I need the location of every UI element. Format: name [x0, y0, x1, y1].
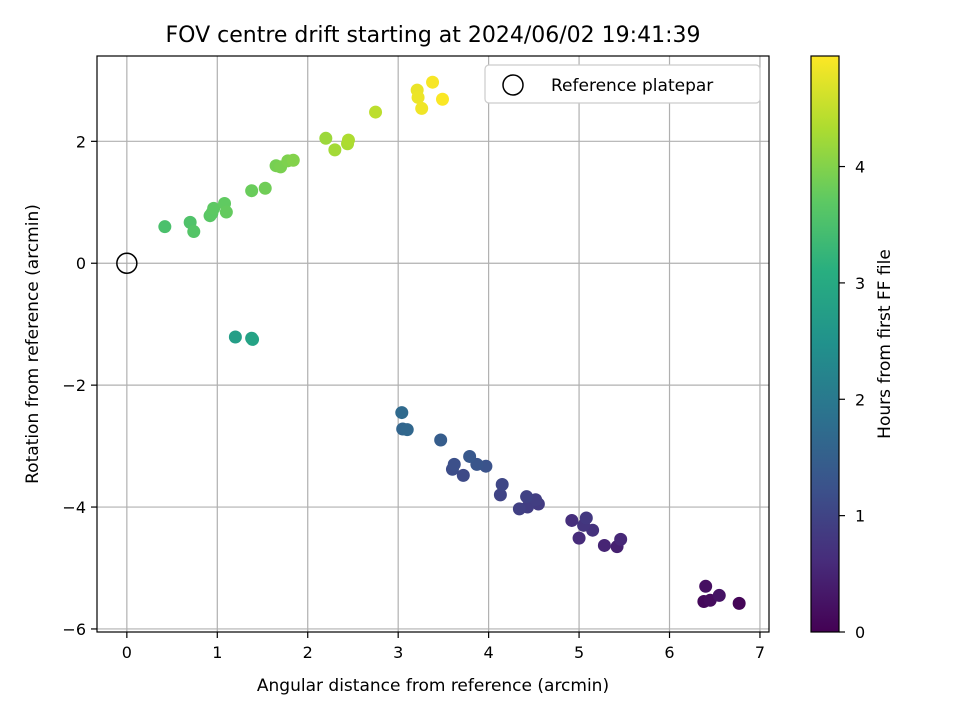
y-axis-ticks: −6 −4 −2 0 2 — [62, 132, 97, 639]
scatter-point — [411, 90, 425, 104]
scatter-point — [712, 588, 726, 602]
colorbar-label: Hours from first FF file — [875, 249, 895, 439]
colorbar: 0 1 2 3 4 Hours from first FF file — [810, 55, 895, 642]
scatter-point — [520, 490, 534, 504]
y-tick-label: 2 — [76, 132, 86, 151]
scatter-point — [495, 477, 509, 491]
scatter-point — [158, 220, 172, 234]
scatter-point — [258, 181, 272, 195]
scatter-point — [426, 75, 440, 89]
colorbar-gradient — [810, 55, 840, 633]
colorbar-tick-label: 1 — [855, 507, 865, 526]
scatter-point — [434, 433, 448, 447]
x-tick-label: 0 — [122, 643, 132, 662]
reference-platepar-marker — [116, 252, 138, 274]
colorbar-tick-label: 0 — [855, 623, 865, 642]
x-tick-label: 2 — [303, 643, 313, 662]
y-tick-label: −6 — [62, 620, 86, 639]
scatter-point — [219, 205, 233, 219]
scatter-point — [246, 332, 260, 346]
scatter-point — [228, 330, 242, 344]
colorbar-ticks: 0 1 2 3 4 — [839, 158, 865, 642]
scatter-point — [732, 596, 746, 610]
scatter-point — [286, 153, 300, 167]
legend: Reference platepar — [484, 64, 761, 104]
scatter-point — [341, 133, 355, 147]
scatter-point — [463, 449, 477, 463]
scatter-point — [456, 468, 470, 482]
scatter-point — [565, 513, 579, 527]
scatter-point — [493, 488, 507, 502]
scatter-point — [699, 579, 713, 593]
scatter-point — [187, 225, 201, 239]
scatter-point — [572, 531, 586, 545]
scatter-point — [400, 423, 414, 437]
legend-marker-reference — [502, 74, 524, 96]
scatter-point — [579, 511, 593, 525]
x-axis-label: Angular distance from reference (arcmin) — [257, 676, 609, 696]
scatter-point — [415, 101, 429, 115]
y-tick-label: −2 — [62, 376, 86, 395]
x-tick-label: 4 — [484, 643, 494, 662]
reference-marker-layer — [116, 252, 138, 274]
data-points — [158, 75, 746, 610]
colorbar-tick-label: 4 — [855, 158, 865, 177]
colorbar-tick-label: 3 — [855, 274, 865, 293]
scatter-point — [614, 532, 628, 546]
scatter-point — [245, 184, 259, 198]
scatter-point — [447, 457, 461, 471]
x-tick-label: 7 — [755, 643, 765, 662]
y-axis-label: Rotation from reference (arcmin) — [23, 204, 43, 484]
legend-box — [484, 64, 761, 104]
chart-title: FOV centre drift starting at 2024/06/02 … — [166, 23, 701, 48]
y-tick-label: −4 — [62, 498, 86, 517]
scatter-point — [597, 538, 611, 552]
plot-frame — [96, 55, 770, 633]
grid-lines — [97, 56, 769, 632]
scatter-point — [369, 105, 383, 119]
legend-label-reference: Reference platepar — [551, 76, 713, 96]
scatter-point — [512, 502, 526, 516]
scatter-point — [319, 131, 333, 145]
x-tick-label: 6 — [664, 643, 674, 662]
x-tick-label: 1 — [212, 643, 222, 662]
scatter-point — [207, 201, 221, 215]
scatter-point — [435, 92, 449, 106]
scatter-point — [328, 143, 342, 157]
x-axis-ticks: 0 1 2 3 4 5 6 7 — [122, 632, 765, 662]
colorbar-tick-label: 2 — [855, 390, 865, 409]
y-tick-label: 0 — [76, 254, 86, 273]
scatter-point — [395, 406, 409, 420]
x-tick-label: 5 — [574, 643, 584, 662]
x-tick-label: 3 — [393, 643, 403, 662]
